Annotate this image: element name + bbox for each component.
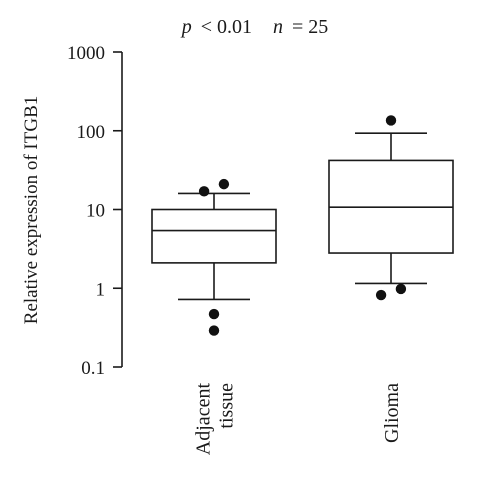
y-tick-label: 0.1 (81, 358, 105, 379)
outlier-point (218, 178, 230, 190)
p-value: < 0.01 (201, 16, 252, 38)
outlier-point (208, 325, 220, 336)
n-value: = 25 (292, 16, 328, 38)
outlier-point (208, 308, 220, 320)
plot-area (151, 115, 454, 336)
y-axis-title: Relative expression of ITGB1 (21, 96, 42, 324)
box-1 (328, 115, 454, 301)
n-symbol: n (273, 16, 283, 38)
y-tick-label: 1000 (67, 43, 105, 64)
p-symbol: p (180, 16, 192, 38)
outlier-point (395, 283, 407, 295)
box-0 (151, 178, 277, 336)
stats-annotation: p < 0.01 n = 25 (180, 16, 329, 38)
y-tick-label: 10 (86, 201, 105, 222)
x-category-label: Adjacent (193, 383, 215, 456)
iqr-box (151, 208, 277, 264)
outlier-point (375, 289, 387, 301)
outlier-point (385, 115, 397, 126)
y-tick-label: 100 (77, 122, 106, 143)
x-category-label: tissue (216, 383, 238, 429)
outlier-point (198, 186, 210, 197)
axes: 0.1 1 10 100 1000 Adjacent tissue Glioma (67, 43, 403, 455)
x-category-label: Glioma (381, 383, 403, 443)
y-tick-label: 1 (96, 279, 106, 300)
